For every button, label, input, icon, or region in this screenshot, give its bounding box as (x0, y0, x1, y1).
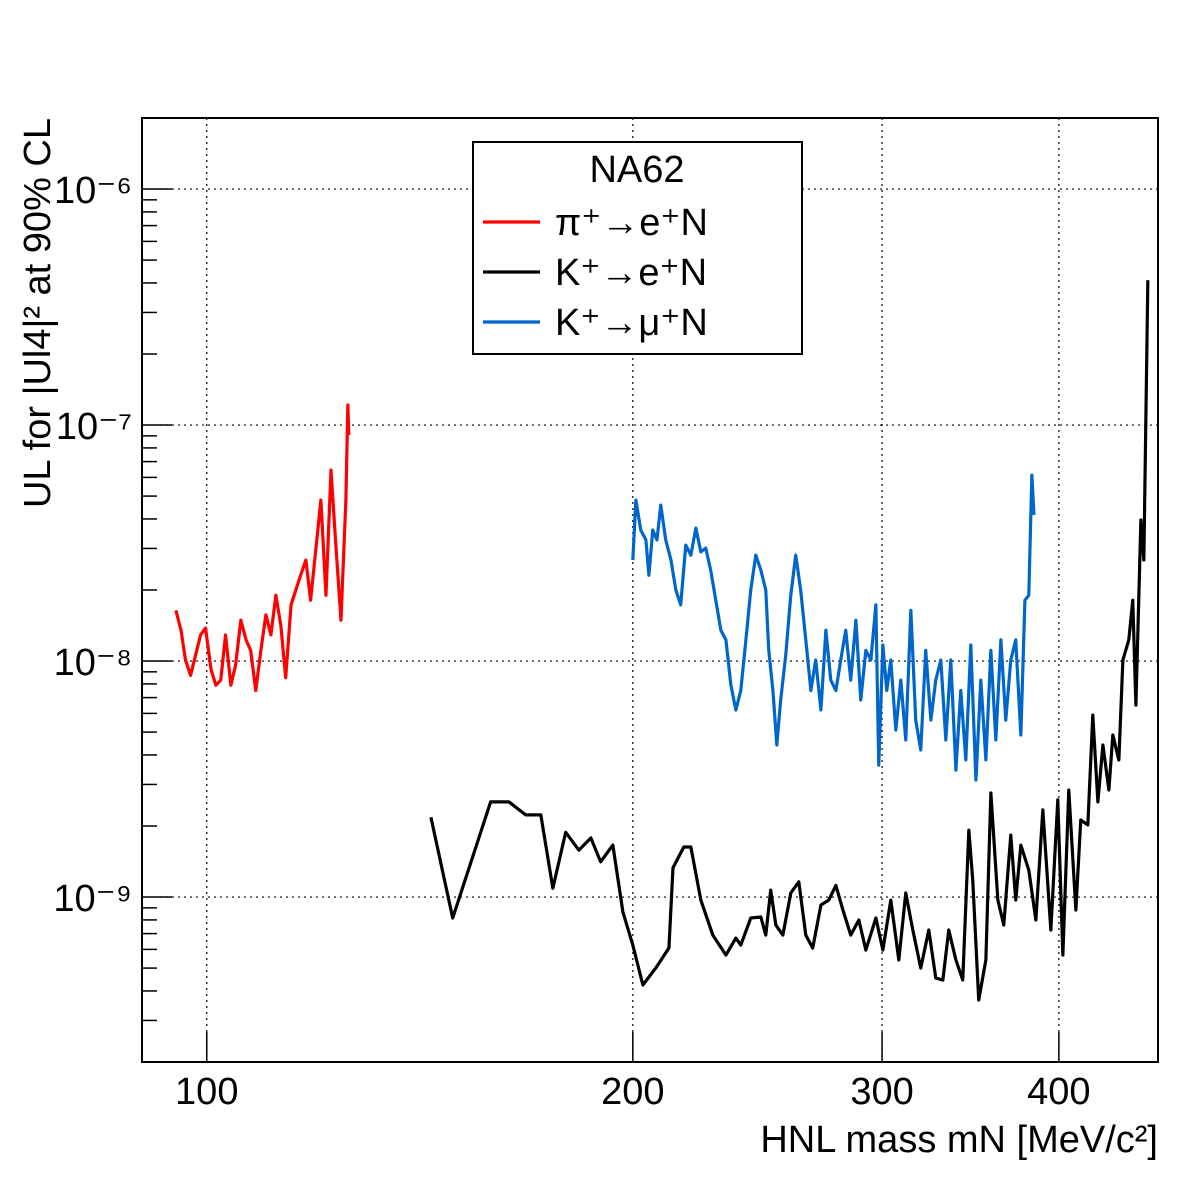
legend: NA62 π⁺→e⁺N K⁺→e⁺N K⁺→μ⁺N (472, 141, 803, 355)
data-line (429, 280, 1150, 1002)
x-tick-label: 300 (850, 1071, 913, 1113)
y-axis-title: UL for |Ul4|² at 90% CL (17, 118, 59, 508)
y-tick-label: 10⁻⁹ (53, 878, 132, 920)
x-tick-label: 100 (175, 1071, 238, 1113)
y-tick-label: 10⁻⁸ (54, 642, 132, 684)
legend-label: K⁺→e⁺N (555, 252, 707, 294)
y-tick-label: 10⁻⁶ (54, 170, 132, 212)
frame (141, 117, 1159, 1063)
legend-title: NA62 (589, 149, 684, 191)
x-tick-label: 200 (601, 1071, 664, 1113)
legend-label: π⁺→e⁺N (555, 202, 708, 244)
data-line (631, 473, 1036, 782)
x-axis-title: HNL mass mN [MeV/c²] (760, 1119, 1158, 1161)
data-line (174, 403, 351, 693)
legend-box (472, 141, 803, 355)
plot-area (142, 118, 1158, 1062)
y-tick-label: 10⁻⁷ (56, 406, 132, 448)
x-tick-label: 400 (1027, 1071, 1090, 1113)
legend-label: K⁺→μ⁺N (555, 302, 708, 344)
